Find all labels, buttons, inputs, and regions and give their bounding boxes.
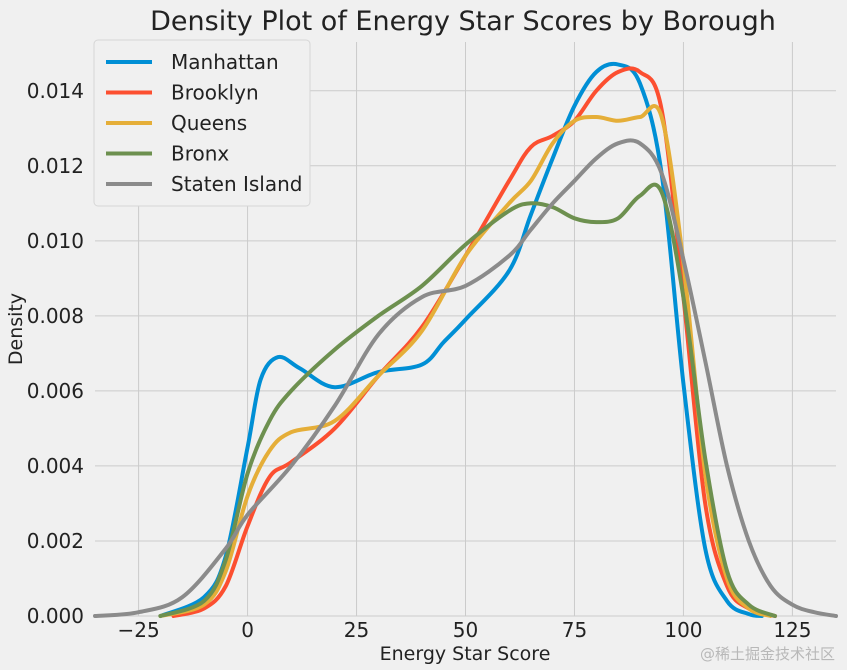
y-tick-label: 0.000	[27, 604, 84, 628]
x-axis-label: Energy Star Score	[380, 643, 551, 665]
series-line-bronx	[158, 182, 777, 618]
y-axis-label: Density	[5, 293, 27, 365]
y-tick-label: 0.012	[27, 154, 84, 178]
x-tick-label: 0	[241, 618, 254, 642]
x-tick-label: 25	[344, 618, 369, 642]
legend-label: Brooklyn	[171, 81, 259, 105]
watermark: @稀土掘金技术社区	[699, 645, 835, 663]
x-tick-label: 50	[453, 618, 478, 642]
legend-label: Staten Island	[171, 172, 302, 196]
series-line-staten-island	[93, 138, 838, 618]
chart-title: Density Plot of Energy Star Scores by Bo…	[150, 6, 776, 37]
legend-label: Queens	[171, 111, 247, 135]
legend-label: Manhattan	[171, 50, 279, 74]
y-tick-label: 0.008	[27, 304, 84, 328]
x-tick-label: 125	[773, 618, 811, 642]
x-tick-label: −25	[117, 618, 159, 642]
y-tick-label: 0.004	[27, 454, 84, 478]
series-line-brooklyn	[171, 66, 777, 618]
series-lines	[93, 61, 838, 618]
y-tick-label: 0.014	[27, 79, 84, 103]
y-tick-label: 0.002	[27, 529, 84, 553]
tick-labels: −25 0 25 50 75 100 125 0.000 0.002 0.004 0.006 0.00…	[27, 79, 812, 642]
x-tick-label: 75	[562, 618, 587, 642]
legend-box	[93, 39, 311, 207]
legend: Manhattan Brooklyn Queens Bronx Staten Islan…	[93, 39, 311, 207]
y-tick-label: 0.006	[27, 379, 84, 403]
x-tick-label: 100	[664, 618, 702, 642]
grid	[95, 42, 836, 617]
legend-label: Bronx	[171, 142, 229, 166]
y-tick-label: 0.010	[27, 229, 84, 253]
